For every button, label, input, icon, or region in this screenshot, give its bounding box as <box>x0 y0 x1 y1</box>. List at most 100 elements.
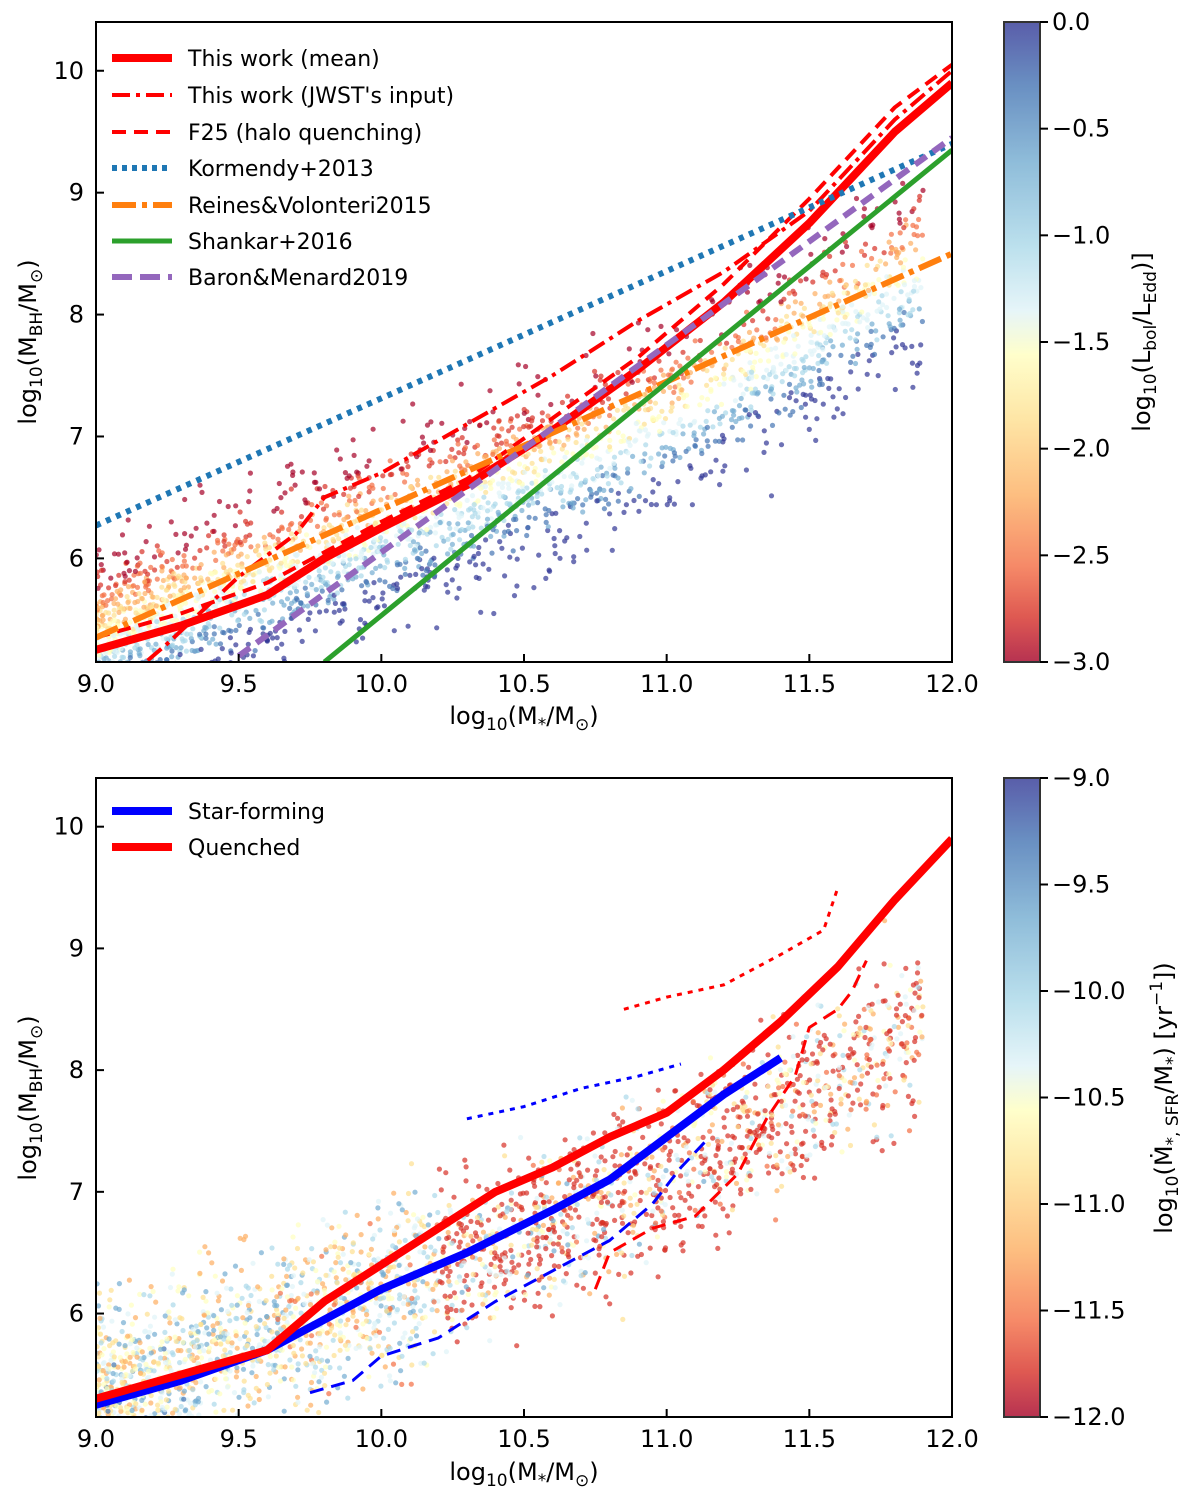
scatter-point <box>224 1331 230 1337</box>
scatter-point <box>567 489 573 495</box>
scatter-point <box>628 1175 634 1181</box>
scatter-point <box>826 385 832 391</box>
scatter-point <box>146 1461 151 1466</box>
scatter-point <box>621 407 627 413</box>
scatter-point <box>274 645 280 652</box>
scatter-point <box>612 1148 618 1155</box>
scatter-point <box>296 627 302 633</box>
scatter-point <box>652 400 659 406</box>
scatter-point <box>320 506 327 512</box>
scatter-point <box>210 636 216 642</box>
scatter-point <box>333 1275 339 1281</box>
scatter-point <box>834 317 840 323</box>
scatter-point <box>199 681 204 686</box>
scatter-point <box>647 1164 654 1170</box>
scatter-point <box>279 641 285 647</box>
scatter-point <box>181 1396 187 1402</box>
scatter-point <box>188 1330 194 1336</box>
scatter-point <box>188 635 194 642</box>
scatter-point <box>158 1399 164 1405</box>
scatter-point <box>543 1180 549 1186</box>
scatter-point <box>373 1333 379 1339</box>
scatter-point <box>119 654 125 660</box>
scatter-point <box>464 1325 470 1331</box>
scatter-point <box>787 1169 793 1175</box>
scatter-point <box>295 559 301 565</box>
scatter-point <box>552 1285 558 1291</box>
scatter-point <box>618 450 624 456</box>
scatter-point <box>428 524 434 531</box>
scatter-point <box>402 565 408 572</box>
scatter-point <box>510 516 517 523</box>
scatter-point <box>556 1234 563 1240</box>
scatter-point <box>253 547 260 553</box>
scatter-point <box>304 591 310 597</box>
scatter-point <box>321 1370 328 1376</box>
scatter-point <box>278 572 284 579</box>
scatter-point <box>698 1071 704 1077</box>
scatter-point <box>519 507 525 514</box>
scatter-point <box>155 1447 160 1452</box>
scatter-point <box>474 1219 480 1225</box>
scatter-point <box>422 1244 428 1250</box>
scatter-point <box>911 283 918 290</box>
scatter-point <box>309 581 315 588</box>
scatter-point <box>797 382 803 388</box>
scatter-point <box>278 495 284 501</box>
scatter-point <box>731 412 737 418</box>
scatter-point <box>118 1420 123 1425</box>
scatter-point <box>96 1303 102 1309</box>
scatter-point <box>305 1429 310 1434</box>
scatter-point <box>765 376 771 382</box>
scatter-point <box>869 1001 875 1007</box>
scatter-point <box>137 1291 143 1297</box>
scatter-point <box>254 1331 260 1338</box>
scatter-point <box>752 1081 758 1087</box>
scatter-point <box>246 1337 252 1343</box>
scatter-point <box>708 469 714 475</box>
scatter-point <box>378 535 384 541</box>
scatter-point <box>623 391 629 397</box>
scatter-point <box>847 335 853 341</box>
scatter-point <box>475 451 481 457</box>
scatter-point <box>112 653 118 660</box>
scatter-point <box>308 1402 314 1408</box>
scatter-point <box>130 1349 136 1356</box>
scatter-point <box>425 584 431 590</box>
scatter-point <box>398 574 404 580</box>
scatter-point <box>695 1223 702 1229</box>
scatter-point <box>486 566 492 572</box>
scatter-point <box>508 1242 514 1248</box>
scatter-point <box>558 1211 564 1217</box>
scatter-point <box>496 418 502 424</box>
scatter-point <box>124 1430 129 1435</box>
scatter-point <box>136 650 142 657</box>
scatter-point <box>490 451 496 457</box>
scatter-point <box>799 377 805 383</box>
scatter-point <box>448 481 454 487</box>
scatter-point <box>207 1357 214 1363</box>
scatter-point <box>515 362 521 368</box>
scatter-point <box>323 1247 329 1253</box>
scatter-point <box>778 318 785 324</box>
scatter-point <box>697 424 704 430</box>
scatter-point <box>289 520 295 527</box>
scatter-point <box>768 1140 774 1146</box>
scatter-point <box>614 407 621 413</box>
scatter-point <box>216 498 223 505</box>
scatter-point <box>754 1127 760 1133</box>
scatter-point <box>832 327 838 333</box>
scatter-point <box>191 1419 196 1424</box>
scatter-point <box>234 1365 240 1371</box>
scatter-point <box>170 1439 175 1444</box>
scatter-point <box>768 396 774 402</box>
scatter-point <box>560 1228 566 1234</box>
scatter-point <box>413 1333 420 1339</box>
scatter-point <box>445 551 451 557</box>
scatter-point <box>704 382 710 388</box>
scatter-point <box>508 1197 514 1203</box>
scatter-point <box>740 391 746 397</box>
scatter-point <box>559 399 566 406</box>
scatter-point <box>308 1291 314 1297</box>
scatter-point <box>647 1186 653 1192</box>
